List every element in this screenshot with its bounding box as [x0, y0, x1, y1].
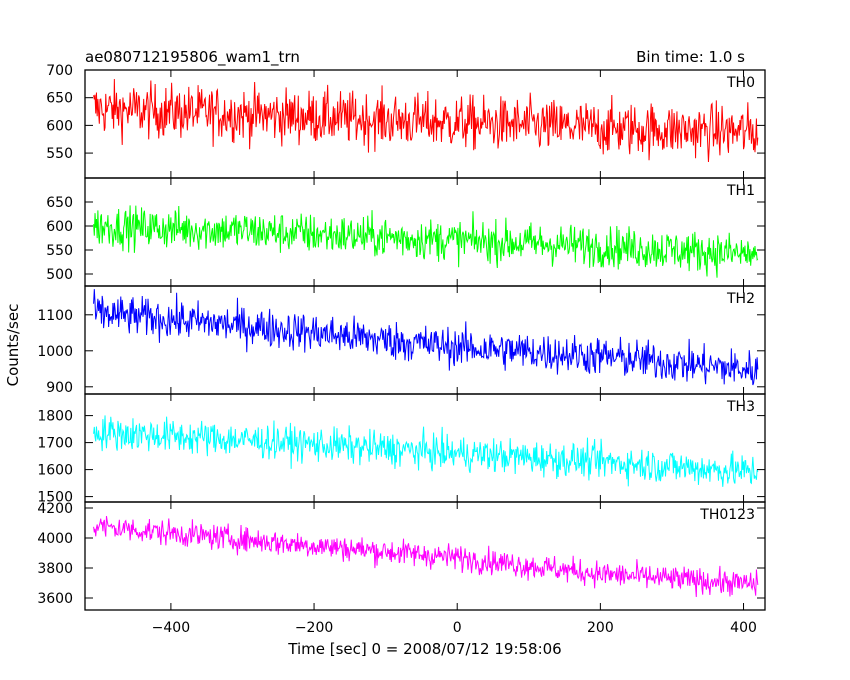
- y-tick-label: 1700: [37, 436, 73, 452]
- x-axis-ticks: −400 −200 0 200 400: [152, 620, 757, 636]
- y-tick-label: 650: [46, 91, 73, 107]
- series-th0: [93, 79, 759, 162]
- bin-time-label: Bin time: 1.0 s: [636, 48, 745, 66]
- y-tick-label: 500: [46, 267, 73, 283]
- y-tick-label: 550: [46, 146, 73, 162]
- y-tick-label: 3800: [37, 561, 73, 577]
- y-tick-label: 600: [46, 219, 73, 235]
- panel-th3: 1500 1600 1700 1800 TH3: [37, 393, 766, 506]
- y-tick-label: 1000: [37, 344, 73, 360]
- chart-title: ae080712195806_wam1_trn: [85, 48, 300, 67]
- panel-label: TH3: [726, 399, 755, 415]
- y-tick-label: 1100: [37, 308, 73, 324]
- y-axis-label: Counts/sec: [4, 304, 22, 387]
- y-tick-label: 4200: [37, 501, 73, 517]
- x-axis-label: Time [sec] 0 = 2008/07/12 19:58:06: [287, 640, 561, 658]
- y-tick-label: 600: [46, 118, 73, 134]
- y-tick-label: 1600: [37, 463, 73, 479]
- panel-frame: [84, 393, 766, 503]
- y-tick-label: 1500: [37, 490, 73, 506]
- panel-th0123: 3600 3800 4000 4200 TH0123: [37, 501, 766, 611]
- x-tick-label: −400: [152, 620, 190, 636]
- x-tick-label: 400: [730, 620, 757, 636]
- panel-frame: [84, 501, 766, 611]
- panel-th1: 500 550 600 650 TH1: [46, 177, 766, 287]
- y-tick-label: 3600: [37, 591, 73, 607]
- panel-label: TH2: [726, 291, 755, 307]
- panel-label: TH0123: [699, 507, 755, 523]
- y-tick-label: 900: [46, 380, 73, 396]
- y-tick-label: 650: [46, 195, 73, 211]
- series-th0123: [93, 515, 759, 597]
- panel-th2: 900 1000 1100 TH2: [37, 285, 766, 396]
- y-tick-label: 1800: [37, 409, 73, 425]
- series-th2: [93, 289, 759, 386]
- x-tick-label: −200: [295, 620, 333, 636]
- series-th3: [93, 415, 759, 487]
- x-tick-label: 0: [453, 620, 462, 636]
- panel-label: TH1: [726, 183, 755, 199]
- y-tick-label: 4000: [37, 531, 73, 547]
- y-tick-label: 550: [46, 243, 73, 259]
- panels-group: 550 600 650 700 TH0 500 550 600 650 TH1 900 1000 110…: [37, 63, 766, 611]
- panel-label: TH0: [726, 75, 755, 91]
- panel-th0: 550 600 650 700 TH0: [46, 63, 766, 179]
- x-tick-label: 200: [587, 620, 614, 636]
- y-tick-label: 700: [46, 63, 73, 79]
- series-th1: [93, 205, 759, 278]
